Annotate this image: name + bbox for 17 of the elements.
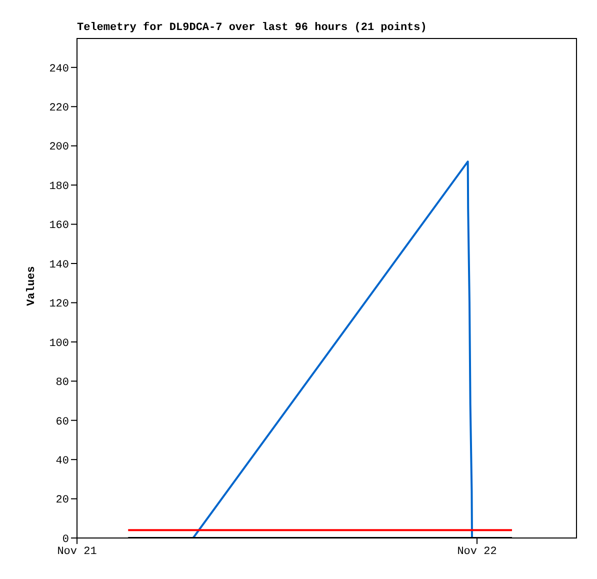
y-tick-label: 160	[49, 220, 69, 232]
x-tick-label: Nov 22	[457, 546, 497, 558]
y-tick-label: 180	[49, 180, 69, 193]
y-tick-label: 100	[49, 338, 69, 350]
chart-title: Telemetry for DL9DCA-7 over last 96 hours (21 points)	[77, 22, 427, 34]
y-tick-label: 40	[56, 455, 69, 468]
y-tick-label: 0	[62, 534, 69, 546]
y-tick-label: 220	[49, 102, 69, 115]
y-tick-label: 240	[49, 63, 69, 76]
y-tick-label: 200	[49, 142, 69, 154]
y-tick-label: 60	[56, 416, 69, 428]
y-tick-label: 20	[56, 494, 69, 507]
x-tick-label: Nov 21	[57, 546, 98, 558]
y-tick-label: 120	[49, 298, 69, 311]
y-tick-label: 80	[56, 377, 69, 390]
y-tick-label: 140	[49, 259, 69, 272]
y-axis-title: Values	[26, 265, 38, 308]
